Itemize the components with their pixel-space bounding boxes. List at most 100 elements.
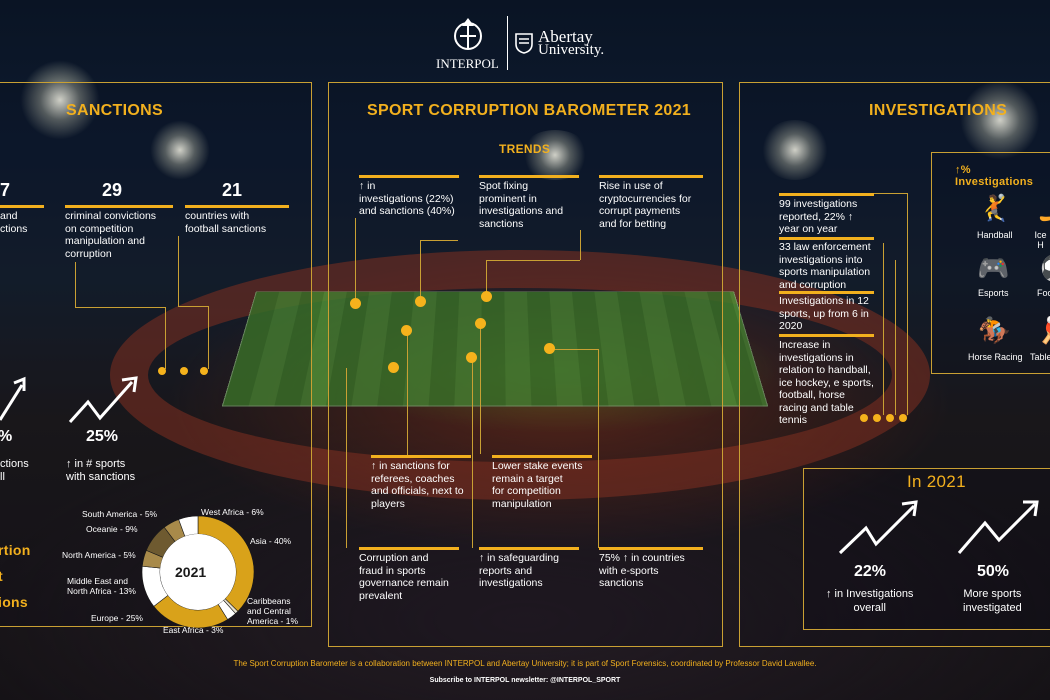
marker-dot: [899, 414, 907, 422]
trend-text: ↑ in sanctions for referees, coaches and…: [371, 460, 464, 510]
trend-bar: [371, 455, 471, 458]
connector-line: [355, 218, 356, 303]
pie-label: North America - 5%: [62, 550, 136, 560]
abertay-wordmark-line1: Abertay: [538, 27, 593, 46]
connector-line: [75, 307, 165, 308]
pie-label: Asia - 40%: [250, 536, 292, 546]
connector-line: [486, 260, 487, 295]
marker-dot: [415, 296, 426, 307]
investigations-stat-value: 50%: [977, 563, 1010, 580]
sanctions-stat-value: 21: [222, 180, 243, 200]
fact-bar: [779, 237, 874, 240]
bottom-left-text: t: [0, 568, 3, 584]
horse-racing-icon: 🏇: [978, 315, 1011, 345]
bottom-left-text: ions: [0, 594, 28, 610]
floodlight: [150, 120, 210, 180]
pie-label: East Africa - 3%: [163, 625, 224, 635]
investigation-fact: 33 law enforcement investigations into s…: [779, 241, 871, 291]
donut-hole: [160, 534, 236, 610]
marker-dot: [873, 414, 881, 422]
trend-text: 75% ↑ in countries with e-sports sanctio…: [599, 552, 685, 589]
bottom-left-text: rtion: [0, 542, 31, 558]
marker-dot: [180, 367, 188, 375]
sport-label: Table: [1030, 352, 1050, 362]
trend-up-arrow-icon: [0, 376, 26, 421]
donut-center-label: 2021: [175, 564, 207, 580]
trend-bar: [359, 547, 459, 550]
connector-line: [480, 324, 481, 454]
trend-bar: [492, 455, 592, 458]
marker-dot: [466, 352, 477, 363]
marker-dot: [388, 362, 399, 373]
floodlight: [520, 130, 590, 180]
connector-line: [346, 368, 347, 548]
trends-subtitle: TRENDS: [499, 142, 551, 156]
stat-bar: [185, 205, 289, 208]
table-tennis-icon: 🏓: [1038, 315, 1050, 346]
marker-dot: [860, 414, 868, 422]
connector-line: [895, 260, 896, 415]
connector-line: [883, 243, 884, 415]
stat-bar: [65, 205, 173, 208]
investigation-fact: Increase in investigations in relation t…: [779, 339, 874, 426]
floodlight: [760, 120, 830, 180]
connector-line: [486, 260, 580, 261]
trend-left-value: %: [0, 428, 12, 446]
marker-dot: [350, 298, 361, 309]
trend-text: ↑ in investigations (22%) and sanctions …: [359, 180, 455, 217]
connector-line: [874, 193, 907, 194]
connector-line: [907, 193, 908, 415]
investigations-stat-text: More sports investigated: [963, 588, 1022, 614]
pie-label: South America - 5%: [82, 509, 158, 519]
trend-bar: [479, 175, 579, 178]
in2021-title: In 2021: [907, 472, 966, 491]
header: INTERPOL Abertay University.: [430, 12, 630, 72]
connector-line: [598, 349, 599, 548]
connector-line: [178, 236, 179, 306]
sport-label: Foo: [1037, 288, 1050, 298]
barometer-title: SPORT CORRUPTION BAROMETER 2021: [367, 102, 692, 119]
investigations-panel: [739, 82, 1050, 647]
connector-line: [208, 306, 209, 369]
marker-dot: [481, 291, 492, 302]
region-donut-chart: [141, 515, 255, 629]
trend-text: Rise in use of cryptocurrencies for corr…: [599, 180, 692, 230]
investigations-stat-text: ↑ in Investigations overall: [826, 588, 914, 614]
pie-label: Middle East and North Africa - 13%: [67, 576, 136, 596]
football-icon: ⚽: [1040, 253, 1050, 284]
abertay-wordmark-line2: University.: [538, 42, 605, 58]
header-divider: [507, 16, 508, 70]
pie-label: Caribbeans and Central America - 1%: [247, 596, 299, 626]
connector-line: [420, 240, 421, 302]
sanctions-title: SANCTIONS: [66, 102, 163, 119]
trend-bar: [479, 547, 579, 550]
connector-line: [420, 240, 458, 241]
connector-line: [178, 306, 208, 307]
investigation-fact: 99 investigations reported, 22% ↑ year o…: [779, 198, 858, 235]
sanctions-stat-text: criminal convictions on competition mani…: [65, 210, 157, 260]
pie-label: West Africa - 6%: [201, 507, 264, 517]
trend-up-arrow-icon: [68, 376, 138, 424]
floodlight: [20, 60, 100, 140]
sanctions-trend-value: 25%: [86, 428, 119, 445]
trend-up-arrow-icon: [957, 500, 1039, 554]
fact-bar: [779, 193, 874, 196]
trend-text: Spot fixing prominent in investigations …: [479, 180, 564, 230]
connector-line: [165, 307, 166, 369]
marker-dot: [401, 325, 412, 336]
sport-label: Ice H: [1034, 230, 1047, 250]
sport-label: Esports: [978, 288, 1009, 298]
trend-bar: [359, 175, 459, 178]
marker-dot: [886, 414, 894, 422]
sports-box: [931, 152, 1050, 374]
ice-hockey-icon: 🏒: [1038, 193, 1050, 224]
trend-text: Lower stake events remain a target for c…: [492, 460, 583, 510]
sport-label: Horse Racing: [968, 352, 1023, 362]
esports-controller-icon: 🎮: [977, 253, 1010, 283]
investigation-fact: Investigations in 12 sports, up from 6 i…: [779, 295, 869, 332]
sanctions-trend-text: ↑ in # sports with sanctions: [66, 458, 136, 483]
sport-label: Handball: [977, 230, 1013, 240]
sports-box-title: ↑% Investigations: [955, 164, 1034, 188]
investigations-title: INVESTIGATIONS: [869, 102, 1008, 119]
connector-line: [550, 349, 598, 350]
